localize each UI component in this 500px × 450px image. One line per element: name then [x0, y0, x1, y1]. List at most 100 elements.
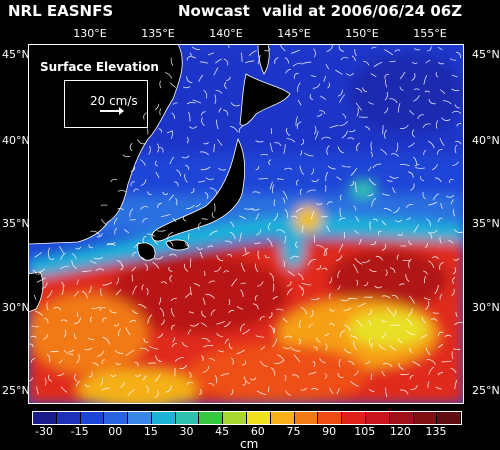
current-vector [384, 129, 388, 139]
current-vector [399, 71, 406, 80]
current-vector [442, 100, 452, 105]
current-vector [208, 52, 215, 56]
current-vector [291, 215, 298, 219]
current-vector [268, 222, 271, 231]
current-vector [28, 377, 34, 382]
current-vector [253, 242, 261, 244]
current-vector [95, 268, 105, 271]
current-vector [283, 346, 292, 350]
current-vector [406, 217, 412, 221]
current-vector [186, 76, 193, 84]
current-vector [284, 374, 287, 382]
current-vector [378, 344, 386, 350]
current-vector [127, 389, 135, 397]
current-vector [46, 302, 49, 311]
current-vector [384, 74, 390, 79]
current-vector [131, 266, 136, 272]
current-vector [309, 94, 314, 100]
current-vector [300, 307, 308, 315]
current-vector [200, 166, 211, 171]
current-vector [228, 342, 233, 350]
current-vector [324, 332, 330, 337]
current-vector [329, 308, 335, 312]
colorbar-tick-label: 75 [286, 425, 301, 438]
current-vector [171, 112, 176, 120]
current-vector [273, 327, 275, 334]
current-vector [350, 167, 358, 176]
current-vector [189, 258, 192, 268]
current-vector [259, 360, 268, 367]
current-vector [253, 303, 259, 310]
lat-label-right-35: 35°N [472, 217, 500, 230]
current-vector [102, 317, 107, 323]
colorbar-swatch [33, 412, 57, 424]
current-vector [301, 61, 312, 65]
current-vector [165, 72, 173, 79]
current-vector [174, 181, 179, 187]
current-vector [415, 167, 426, 169]
current-vector [143, 112, 147, 120]
current-vector [61, 285, 64, 296]
current-vector [184, 173, 188, 183]
current-vector [451, 288, 455, 297]
current-vector [148, 145, 151, 155]
current-vector [368, 309, 372, 316]
yellow-patch2 [78, 369, 198, 404]
current-vector [313, 48, 316, 58]
current-vector [355, 102, 363, 111]
current-vector [295, 116, 298, 126]
current-vector [213, 67, 219, 76]
current-vector [254, 295, 259, 301]
current-vector [202, 365, 210, 373]
current-vector [240, 282, 246, 285]
current-vector [100, 377, 103, 387]
current-vector [380, 332, 387, 339]
current-vector [201, 218, 208, 220]
current-vector [226, 253, 233, 258]
current-vector [148, 345, 159, 350]
current-vector [368, 101, 374, 105]
current-vector [269, 181, 273, 190]
orange-patch1 [28, 294, 148, 374]
current-vector [439, 137, 445, 147]
current-vector [384, 49, 394, 56]
current-vector [223, 321, 231, 328]
current-vector [194, 283, 201, 287]
current-vector [274, 360, 284, 364]
current-vector [185, 204, 195, 210]
current-vector [304, 152, 314, 157]
current-vector [407, 171, 414, 178]
current-vector [313, 234, 316, 243]
current-vector [203, 270, 206, 277]
current-vector [113, 323, 120, 327]
current-vector [168, 253, 178, 257]
current-vector [160, 281, 168, 285]
current-vector [350, 380, 359, 387]
current-vector [451, 110, 462, 114]
current-vector [423, 75, 428, 85]
current-vector [351, 55, 356, 62]
current-vector [46, 353, 51, 363]
current-vector [383, 208, 392, 212]
colorbar-tick-label: 45 [215, 425, 230, 438]
current-vector [390, 324, 400, 326]
current-vector [223, 58, 229, 66]
current-vector [146, 287, 149, 296]
current-vector [224, 338, 229, 344]
current-vector [413, 156, 417, 165]
current-vector [358, 238, 362, 245]
current-vector [411, 61, 418, 64]
current-vector [138, 303, 147, 309]
colorbar-tick-label: 135 [425, 425, 447, 438]
current-vector [311, 168, 315, 175]
current-vector [454, 322, 464, 326]
colorbar-tick-label: 120 [389, 425, 411, 438]
current-vector [389, 175, 399, 179]
current-vector [299, 165, 304, 175]
current-vector [413, 224, 420, 233]
current-vector [132, 285, 138, 295]
current-vector [337, 285, 341, 291]
lat-label-right-40: 40°N [472, 134, 500, 147]
current-vector [299, 150, 303, 156]
current-vector [191, 46, 201, 50]
